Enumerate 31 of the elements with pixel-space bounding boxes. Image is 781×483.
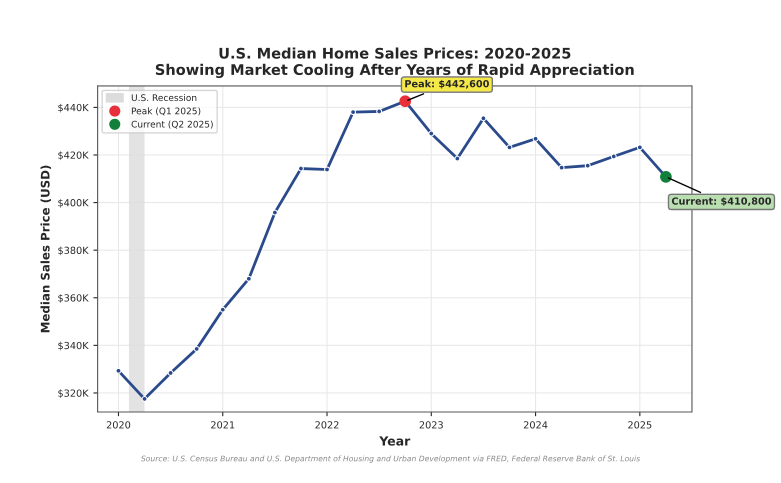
point xyxy=(194,346,200,352)
legend-label: Peak (Q1 2025) xyxy=(132,107,200,116)
x-tick-label: 2021 xyxy=(211,421,234,429)
point xyxy=(532,136,539,142)
point xyxy=(142,396,148,402)
annotation: Current: $410,800 xyxy=(672,197,772,206)
x-axis-title: Year xyxy=(379,436,410,446)
point xyxy=(168,370,174,376)
chart-title: U.S. Median Home Sales Prices: 2020-2025 Showing Market Cooling After Years of Rapid Appreciation xyxy=(156,47,634,78)
annotation: Peak: $442,600 xyxy=(405,80,489,89)
point xyxy=(324,166,330,172)
point xyxy=(636,144,643,150)
x-tick-label: 2025 xyxy=(628,421,652,429)
point xyxy=(220,306,226,313)
y-tick-label: $340K xyxy=(58,342,89,350)
point xyxy=(428,130,434,137)
y-tick-label: $400K xyxy=(58,198,89,208)
x-tick-label: 2022 xyxy=(315,421,338,429)
y-tick-label: $380K xyxy=(58,246,89,256)
y-axis-title: Median Sales Price (USD) xyxy=(40,166,52,332)
band-label: U.S. Recession xyxy=(132,94,196,102)
legend-label: Current (Q2 2025) xyxy=(132,120,213,129)
y-tick-label: $420K xyxy=(58,151,89,160)
point xyxy=(660,171,672,183)
point xyxy=(399,95,412,108)
x-tick-label: 2024 xyxy=(524,421,548,429)
x-tick-label: 2023 xyxy=(420,421,443,429)
x-tick-label: 2020 xyxy=(106,421,130,429)
y-tick-label: $360K xyxy=(58,294,89,303)
y-tick-label: $320K xyxy=(58,389,89,398)
y-tick-label: $440K xyxy=(58,104,89,113)
